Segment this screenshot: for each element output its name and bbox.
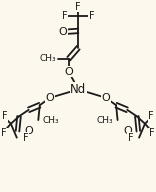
Text: F: F [62, 11, 68, 21]
Text: F: F [148, 111, 154, 121]
Text: CH₃: CH₃ [39, 54, 56, 63]
Text: O: O [64, 67, 73, 77]
Text: F: F [127, 133, 133, 143]
Text: F: F [23, 133, 28, 143]
Text: F: F [76, 2, 81, 12]
Text: O: O [101, 93, 110, 103]
Text: CH₃: CH₃ [43, 116, 59, 125]
Text: CH₃: CH₃ [97, 116, 113, 125]
Text: F: F [149, 128, 154, 138]
Text: Nd: Nd [70, 83, 86, 96]
Text: O: O [46, 93, 54, 103]
Text: O: O [24, 126, 33, 136]
Text: F: F [89, 11, 94, 21]
Text: F: F [1, 128, 7, 138]
Text: O: O [58, 27, 67, 37]
Text: O: O [123, 126, 132, 136]
Text: F: F [2, 111, 8, 121]
